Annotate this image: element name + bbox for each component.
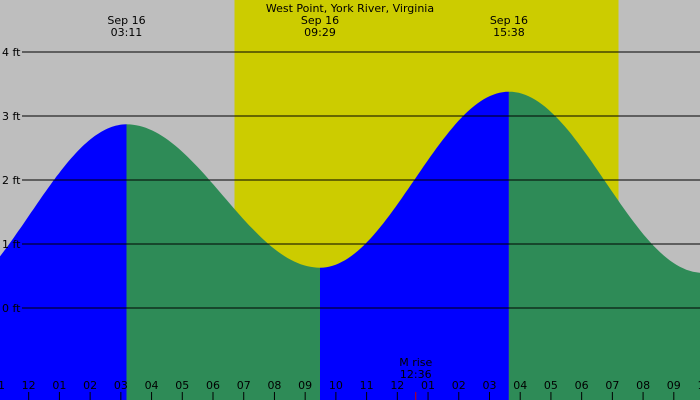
x-tick-label: 09 bbox=[667, 379, 681, 392]
chart-title: West Point, York River, Virginia bbox=[266, 2, 434, 15]
x-tick-label: 05 bbox=[175, 379, 189, 392]
extreme-date-label: Sep 16 bbox=[301, 14, 339, 27]
x-tick-label: 04 bbox=[145, 379, 159, 392]
falling-tide-area bbox=[508, 91, 700, 400]
x-tick-label: 12 bbox=[390, 379, 404, 392]
extreme-time-label: 15:38 bbox=[493, 26, 525, 39]
x-tick-label: 04 bbox=[513, 379, 527, 392]
rising-tide-area bbox=[0, 124, 127, 400]
x-tick-label: 07 bbox=[237, 379, 251, 392]
x-tick-label: 06 bbox=[575, 379, 589, 392]
extreme-date-label: Sep 16 bbox=[490, 14, 528, 27]
x-tick-label: 02 bbox=[452, 379, 466, 392]
y-tick-label: 4 ft bbox=[2, 46, 21, 59]
x-tick-label: 10 bbox=[329, 379, 343, 392]
x-tick-label: 10 bbox=[698, 379, 700, 392]
gridlines bbox=[22, 51, 700, 309]
y-axis-labels: 4 ft 3 ft 2 ft 1 ft 0 ft bbox=[2, 46, 21, 315]
y-tick-label: 3 ft bbox=[2, 110, 21, 123]
y-tick-label: 1 ft bbox=[2, 238, 21, 251]
falling-tide-area bbox=[126, 124, 320, 400]
x-tick-label: 08 bbox=[267, 379, 281, 392]
x-axis: 11 12 01 02 03 04 05 06 07 08 09 10 11 12 01 02 03 04 05 06… bbox=[0, 379, 700, 400]
extreme-time-label: 03:11 bbox=[111, 26, 143, 39]
x-tick-label: 05 bbox=[544, 379, 558, 392]
x-tick-label: 03 bbox=[114, 379, 128, 392]
y-tick-label: 0 ft bbox=[2, 302, 21, 315]
x-tick-label: 01 bbox=[421, 379, 435, 392]
x-tick-label: 01 bbox=[52, 379, 66, 392]
x-tick-label: 11 bbox=[0, 379, 5, 392]
x-tick-label: 07 bbox=[605, 379, 619, 392]
y-tick-label: 2 ft bbox=[2, 174, 21, 187]
extreme-time-label: 09:29 bbox=[304, 26, 336, 39]
tide-areas bbox=[0, 91, 700, 400]
x-tick-label: 08 bbox=[636, 379, 650, 392]
x-tick-label: 09 bbox=[298, 379, 312, 392]
x-tick-label: 02 bbox=[83, 379, 97, 392]
moon-event-time: 12:36 bbox=[400, 368, 432, 381]
rising-tide-area bbox=[320, 91, 509, 400]
extreme-date-label: Sep 16 bbox=[107, 14, 145, 27]
x-tick-label: 11 bbox=[360, 379, 374, 392]
x-tick-label: 06 bbox=[206, 379, 220, 392]
x-tick-label: 12 bbox=[22, 379, 36, 392]
x-tick-label: 03 bbox=[482, 379, 496, 392]
moon-event-label: M rise bbox=[399, 356, 432, 369]
